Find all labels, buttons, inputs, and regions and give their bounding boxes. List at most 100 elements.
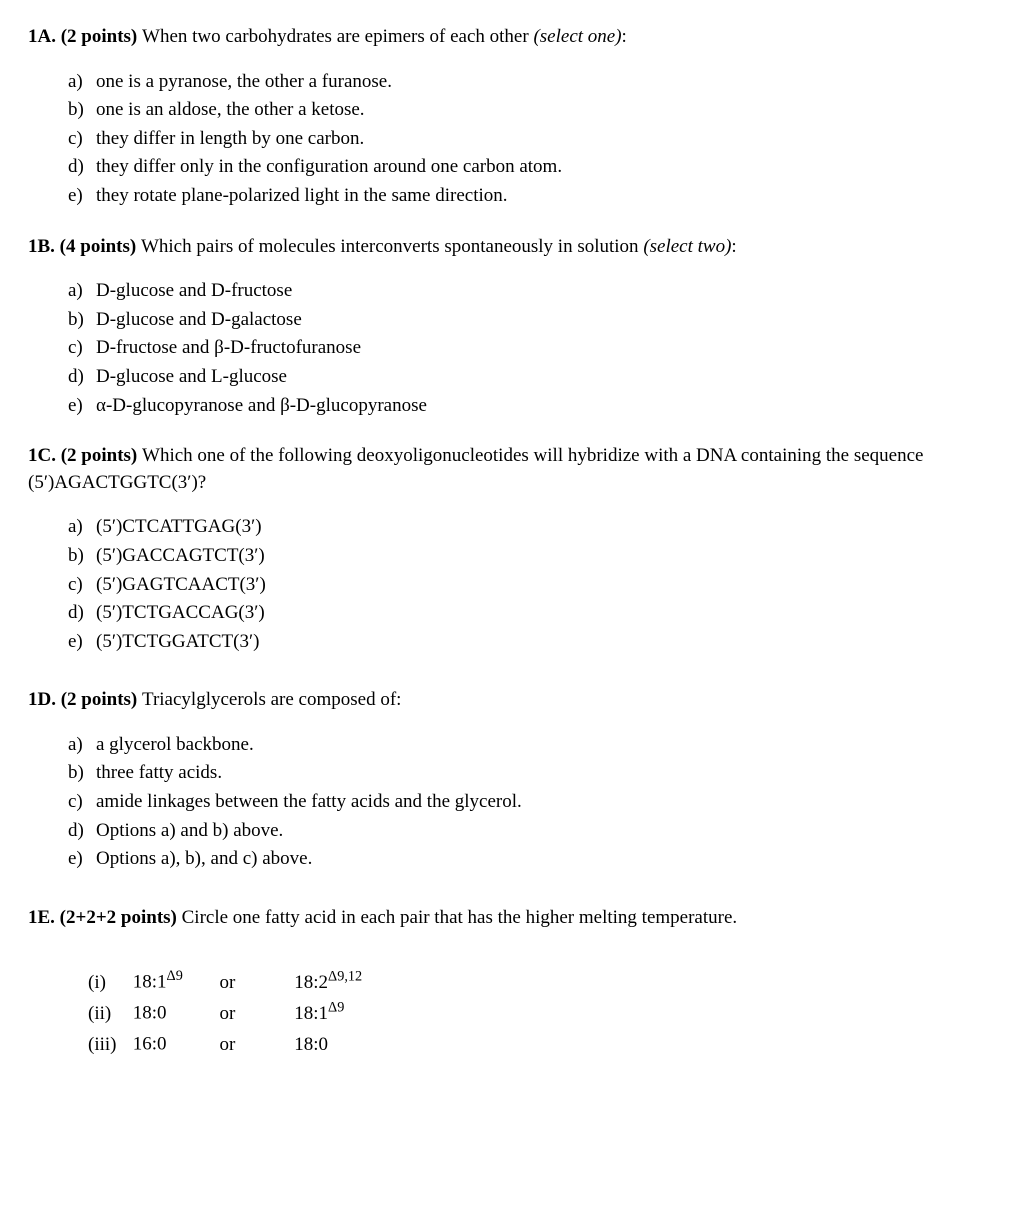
option-letter: d) [68,818,96,845]
option-letter: b) [68,97,96,124]
option-1d-a: a)a glycerol backbone. [68,732,992,759]
or-label: or [220,1032,290,1059]
option-text: amide linkages between the fatty acids a… [96,791,522,812]
option-text: they differ in length by one carbon. [96,128,364,149]
option-letter: b) [68,543,96,570]
question-1c: 1C. (2 points) Which one of the followin… [28,443,992,655]
question-1a-hint: (select one) [533,26,621,47]
question-1b-header: 1B. (4 points) Which pairs of molecules … [28,234,992,261]
question-1e-text: Circle one fatty acid in each pair that … [182,907,738,928]
question-1a-end: : [622,26,627,47]
question-1d-label: 1D. (2 points) [28,689,142,710]
fatty-acid-left: 18:0 [133,998,215,1027]
option-1d-e: e)Options a), b), and c) above. [68,846,992,873]
question-1e-label: 1E. (2+2+2 points) [28,907,182,928]
question-1d-text: Triacylglycerols are composed of: [142,689,401,710]
option-1d-b: b)three fatty acids. [68,760,992,787]
option-text: Options a), b), and c) above. [96,848,312,869]
option-letter: d) [68,364,96,391]
question-1e-header: 1E. (2+2+2 points) Circle one fatty acid… [28,905,992,932]
option-text: D-glucose and L-glucose [96,366,287,387]
option-1a-b: b)one is an aldose, the other a ketose. [68,97,992,124]
fatty-acid-row-iii: (iii) 16:0 or 18:0 [28,1029,992,1058]
option-1b-e: e)α-D-glucopyranose and β-D-glucopyranos… [68,393,992,420]
question-1a-label: 1A. (2 points) [28,26,142,47]
option-letter: e) [68,846,96,873]
option-letter: a) [68,278,96,305]
fatty-acid-left: 16:0 [133,1029,215,1058]
question-1a: 1A. (2 points) When two carbohydrates ar… [28,24,992,210]
option-letter: a) [68,69,96,96]
option-1b-d: d)D-glucose and L-glucose [68,364,992,391]
option-letter: a) [68,514,96,541]
or-label: or [220,970,290,997]
option-1a-a: a)one is a pyranose, the other a furanos… [68,69,992,96]
question-1c-header: 1C. (2 points) Which one of the followin… [28,443,992,496]
question-1d-header: 1D. (2 points) Triacylglycerols are comp… [28,687,992,714]
fatty-acid-row-ii: (ii) 18:0 or 18:1Δ9 [28,998,992,1027]
option-text: one is an aldose, the other a ketose. [96,99,365,120]
option-1c-c: c)(5′)GAGTCAACT(3′) [68,572,992,599]
option-letter: c) [68,572,96,599]
option-1a-c: c)they differ in length by one carbon. [68,126,992,153]
option-1c-b: b)(5′)GACCAGTCT(3′) [68,543,992,570]
question-1a-header: 1A. (2 points) When two carbohydrates ar… [28,24,992,51]
option-letter: e) [68,183,96,210]
question-1b-text: Which pairs of molecules interconverts s… [141,236,643,257]
option-1c-a: a)(5′)CTCATTGAG(3′) [68,514,992,541]
option-text: they rotate plane-polarized light in the… [96,185,508,206]
question-1a-options: a)one is a pyranose, the other a furanos… [28,69,992,210]
option-text: (5′)TCTGGATCT(3′) [96,631,259,652]
option-letter: a) [68,732,96,759]
question-1c-options: a)(5′)CTCATTGAG(3′) b)(5′)GACCAGTCT(3′) … [28,514,992,655]
option-letter: e) [68,629,96,656]
option-letter: b) [68,760,96,787]
option-text: (5′)GACCAGTCT(3′) [96,545,265,566]
option-text: D-glucose and D-galactose [96,309,302,330]
fatty-acid-row-i: (i) 18:1Δ9 or 18:2Δ9,12 [28,967,992,996]
question-1b-end: : [731,236,736,257]
option-1a-d: d)they differ only in the configuration … [68,154,992,181]
question-1c-text: Which one of the following deoxyoligonuc… [28,445,923,493]
fatty-acid-left: 18:1Δ9 [133,967,215,996]
question-1d-options: a)a glycerol backbone. b)three fatty aci… [28,732,992,873]
question-1b-label: 1B. (4 points) [28,236,141,257]
option-text: D-glucose and D-fructose [96,280,292,301]
option-letter: d) [68,154,96,181]
fatty-acid-right: 18:2Δ9,12 [294,972,362,993]
question-1c-label: 1C. (2 points) [28,445,142,466]
option-text: α-D-glucopyranose and β-D-glucopyranose [96,395,427,416]
option-text: a glycerol backbone. [96,734,254,755]
question-1a-text: When two carbohydrates are epimers of ea… [142,26,533,47]
option-text: (5′)TCTGACCAG(3′) [96,602,265,623]
option-text: they differ only in the configuration ar… [96,156,562,177]
option-text: (5′)GAGTCAACT(3′) [96,574,266,595]
option-1c-e: e)(5′)TCTGGATCT(3′) [68,629,992,656]
question-1e: 1E. (2+2+2 points) Circle one fatty acid… [28,905,992,1058]
option-letter: c) [68,126,96,153]
option-text: Options a) and b) above. [96,820,283,841]
option-1d-d: d)Options a) and b) above. [68,818,992,845]
option-text: three fatty acids. [96,762,222,783]
roman-numeral: (i) [88,970,128,997]
question-1b: 1B. (4 points) Which pairs of molecules … [28,234,992,420]
roman-numeral: (ii) [88,1001,128,1028]
option-1d-c: c)amide linkages between the fatty acids… [68,789,992,816]
option-letter: d) [68,600,96,627]
option-letter: b) [68,307,96,334]
question-1b-options: a)D-glucose and D-fructose b)D-glucose a… [28,278,992,419]
option-text: (5′)CTCATTGAG(3′) [96,516,262,537]
question-1b-hint: (select two) [643,236,731,257]
roman-numeral: (iii) [88,1032,128,1059]
option-letter: e) [68,393,96,420]
option-text: one is a pyranose, the other a furanose. [96,71,392,92]
option-letter: c) [68,335,96,362]
fatty-acid-right: 18:1Δ9 [294,1003,344,1024]
option-1a-e: e)they rotate plane-polarized light in t… [68,183,992,210]
option-letter: c) [68,789,96,816]
option-text: D-fructose and β-D-fructofuranose [96,337,361,358]
option-1b-b: b)D-glucose and D-galactose [68,307,992,334]
question-1d: 1D. (2 points) Triacylglycerols are comp… [28,687,992,873]
or-label: or [220,1001,290,1028]
option-1c-d: d)(5′)TCTGACCAG(3′) [68,600,992,627]
